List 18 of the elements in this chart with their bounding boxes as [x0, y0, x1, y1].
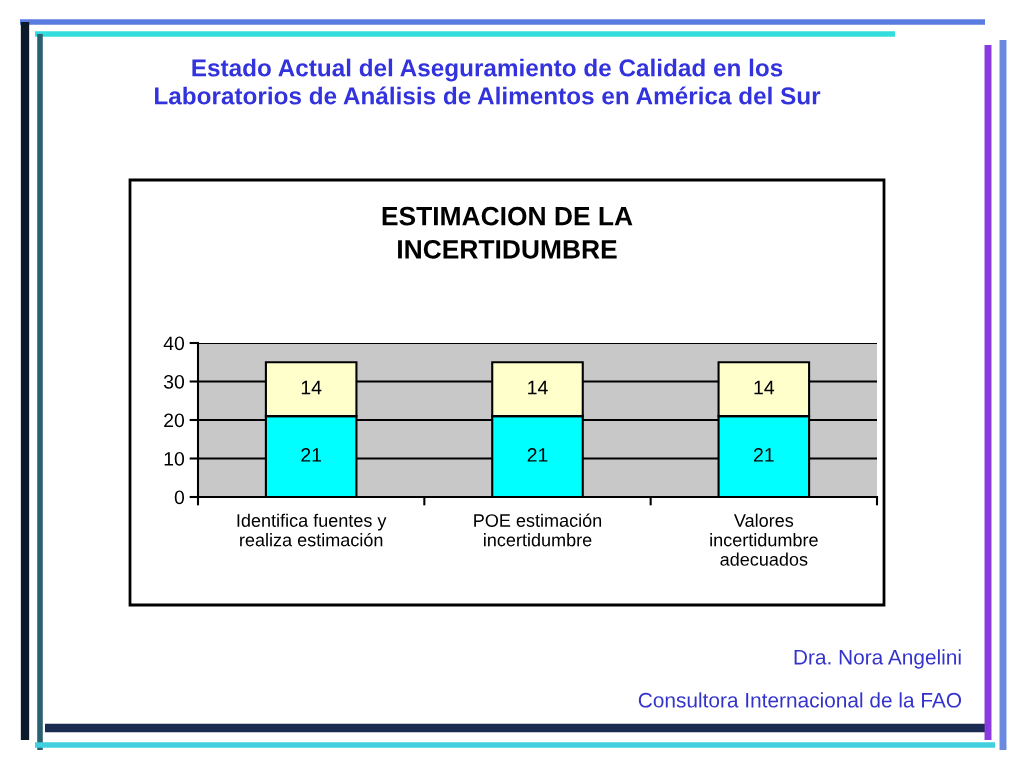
chart-title: Estado Actual del Aseguramiento de Calidad en los Laboratorios de Análisis de Alimentos en América del Sur — [155, 58, 821, 105]
y-tick-label: 40 — [163, 336, 185, 351]
text: Consultora Internacional de la FAO — [638, 692, 962, 708]
data-label: 21 — [301, 448, 322, 462]
text: Dra. Nora Angelini — [794, 649, 961, 669]
x-tick-label: POE estimación incertidumbre — [474, 513, 602, 547]
data-label: 14 — [528, 380, 548, 395]
x-tick-label: Identifica fuentes y realiza estimación — [237, 513, 387, 547]
data-label: 21 — [754, 448, 774, 462]
chart-subtitle: ESTIMACION DE LA INCERTIDUMBRE — [382, 206, 633, 259]
y-tick-label: 30 — [163, 374, 185, 389]
data-label: 14 — [754, 380, 775, 395]
y-tick-label: 10 — [164, 451, 185, 466]
x-tick-label: Valores incertidumbre adecuados — [710, 513, 818, 566]
y-tick-label: 0 — [174, 490, 185, 505]
data-label: 21 — [527, 448, 548, 462]
data-label: 14 — [301, 380, 322, 395]
y-tick-label: 20 — [164, 413, 185, 428]
